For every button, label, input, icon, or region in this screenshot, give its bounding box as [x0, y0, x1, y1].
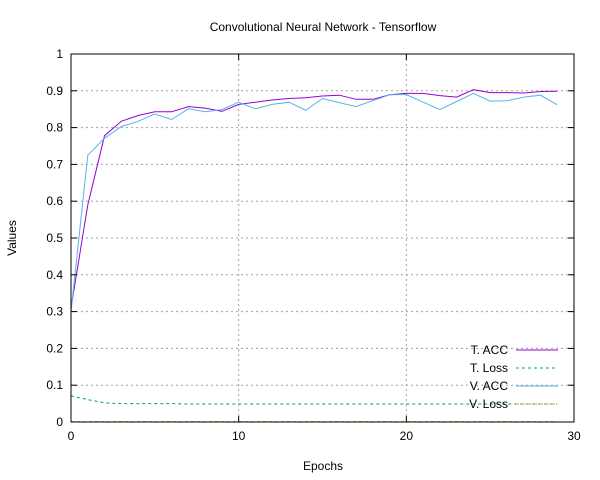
- x-tick-label: 0: [68, 429, 75, 443]
- y-tick-label: 0.2: [46, 341, 63, 355]
- series-lines: [70, 89, 558, 423]
- y-tick-label: 0.1: [46, 378, 63, 392]
- y-tick-label: 0.4: [46, 268, 63, 282]
- legend: T. ACC T. Loss V. ACC V. Loss: [469, 343, 558, 411]
- y-tick-label: 0.5: [46, 231, 63, 245]
- y-tick-label: 0.9: [46, 84, 63, 98]
- y-tick-label: 0.7: [46, 157, 63, 171]
- legend-label: T. Loss: [470, 361, 508, 375]
- x-axis-label: Epochs: [303, 459, 343, 473]
- legend-label: V. Loss: [469, 397, 508, 411]
- axis-ticks: 00.10.20.30.40.50.60.70.80.910 10 20 30: [46, 47, 581, 443]
- x-tick-label: 20: [400, 429, 414, 443]
- legend-label: T. ACC: [471, 343, 509, 357]
- y-tick-label: 0.3: [46, 305, 63, 319]
- y-tick-label: 1: [56, 47, 63, 61]
- y-tick-label: 0.6: [46, 194, 63, 208]
- y-axis-label: Values: [5, 220, 19, 256]
- y-tick-label: 0.8: [46, 121, 63, 135]
- chart-title: Convolutional Neural Network - Tensorflo…: [210, 20, 437, 34]
- grid: [71, 54, 574, 422]
- y-tick-label: 0: [56, 415, 63, 429]
- series-line-v-acc: [70, 92, 558, 312]
- legend-label: V. ACC: [470, 379, 509, 393]
- series-line-t-acc: [70, 89, 558, 308]
- x-tick-label: 30: [567, 429, 581, 443]
- x-tick-label: 10: [232, 429, 246, 443]
